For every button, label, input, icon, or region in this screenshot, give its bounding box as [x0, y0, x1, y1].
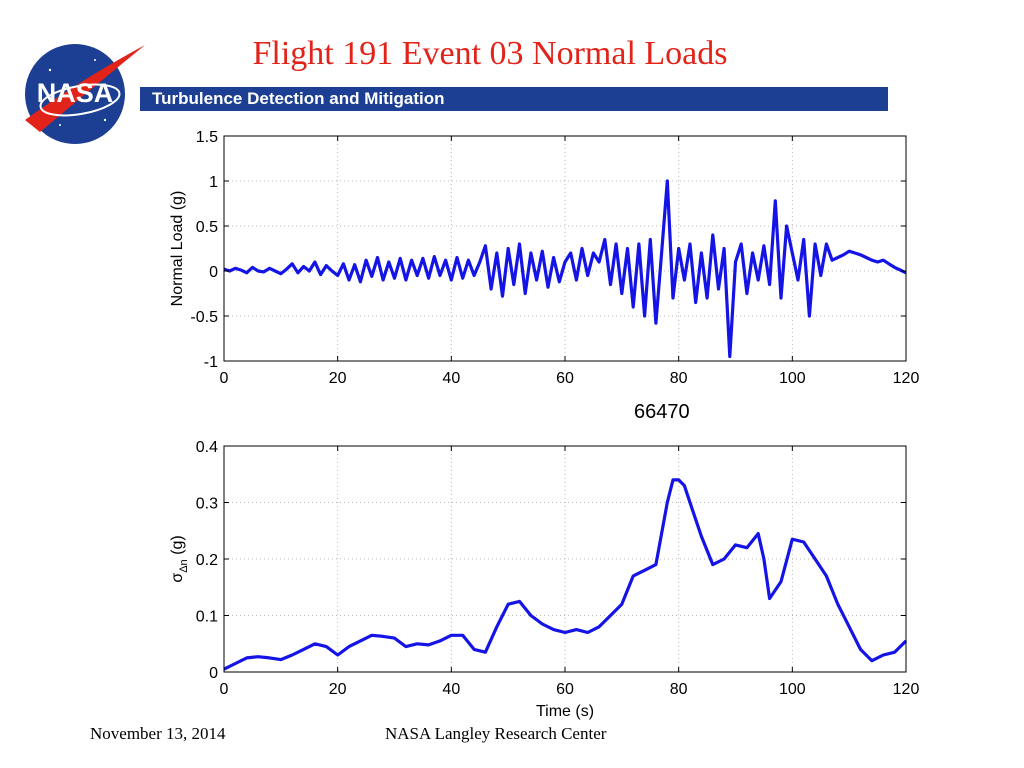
sigma-y-tick-label: 0 [209, 665, 218, 682]
sigma-plot-area [224, 446, 906, 672]
sigma-x-tick-label: 20 [329, 681, 347, 698]
annotation-label: 66470 [634, 401, 690, 423]
sigma-axes-frame [223, 445, 907, 673]
load-x-tick-label: 0 [220, 370, 229, 387]
load-axes-frame [223, 135, 907, 362]
sigma-x-axis-label: Time (s) [536, 703, 594, 720]
sigma-plot-group: 0 20 40 60 80 100 120 0 0.1 0.2 0.3 0.4 Time (s) σΔn … [169, 439, 919, 720]
sigma-x-tick-label: 100 [779, 681, 806, 698]
sigma-y-axis-label-unit: (g) [169, 535, 186, 559]
load-plot-group: 0 20 40 60 80 100 120 -1 -0.5 0 0.5 1 1.5 Normal Load… [169, 129, 919, 387]
sigma-y-axis-label: σΔn (g) [169, 535, 190, 582]
load-y-tick-label: 1.5 [196, 129, 218, 146]
footer-organization: NASA Langley Research Center [385, 724, 607, 743]
load-y-tick-label: 0.5 [196, 219, 218, 236]
sigma-y-tick-label: 0.3 [196, 496, 218, 513]
sigma-x-tick-label: 0 [220, 681, 229, 698]
load-y-tick-label: 1 [209, 174, 218, 191]
subtitle-text: Turbulence Detection and Mitigation [152, 89, 445, 108]
sigma-x-tick-label: 80 [670, 681, 688, 698]
load-x-tick-label: 80 [670, 370, 688, 387]
subtitle-banner: Turbulence Detection and Mitigation [140, 87, 888, 111]
load-y-tick-label: 0 [209, 264, 218, 281]
sigma-series-line [223, 478, 908, 671]
sigma-x-tick-label: 60 [556, 681, 574, 698]
nasa-meatball-icon: NASA [25, 44, 145, 144]
load-y-tick-label: -1 [204, 354, 218, 371]
load-x-tick-label: 60 [556, 370, 574, 387]
load-y-axis-label: Normal Load (g) [169, 191, 186, 307]
load-plot-area [224, 136, 906, 361]
sigma-x-tick-label: 120 [893, 681, 920, 698]
nasa-logo: NASA [20, 40, 150, 150]
sigma-y-tick-label: 0.2 [196, 552, 218, 569]
slide-title: Flight 191 Event 03 Normal Loads [252, 35, 728, 72]
sigma-x-tick-label: 40 [442, 681, 460, 698]
logo-text: NASA [37, 78, 114, 108]
footer-date: November 13, 2014 [90, 724, 226, 743]
load-x-tick-label: 100 [779, 370, 806, 387]
load-y-tick-label: -0.5 [190, 309, 218, 326]
load-x-tick-label: 20 [329, 370, 347, 387]
sigma-y-tick-label: 0.4 [196, 439, 218, 456]
load-x-tick-label: 40 [442, 370, 460, 387]
sigma-y-axis-label-subscript: Δn [178, 559, 190, 572]
sigma-y-tick-label: 0.1 [196, 609, 218, 626]
load-series-line [223, 179, 907, 359]
load-x-tick-label: 120 [893, 370, 920, 387]
